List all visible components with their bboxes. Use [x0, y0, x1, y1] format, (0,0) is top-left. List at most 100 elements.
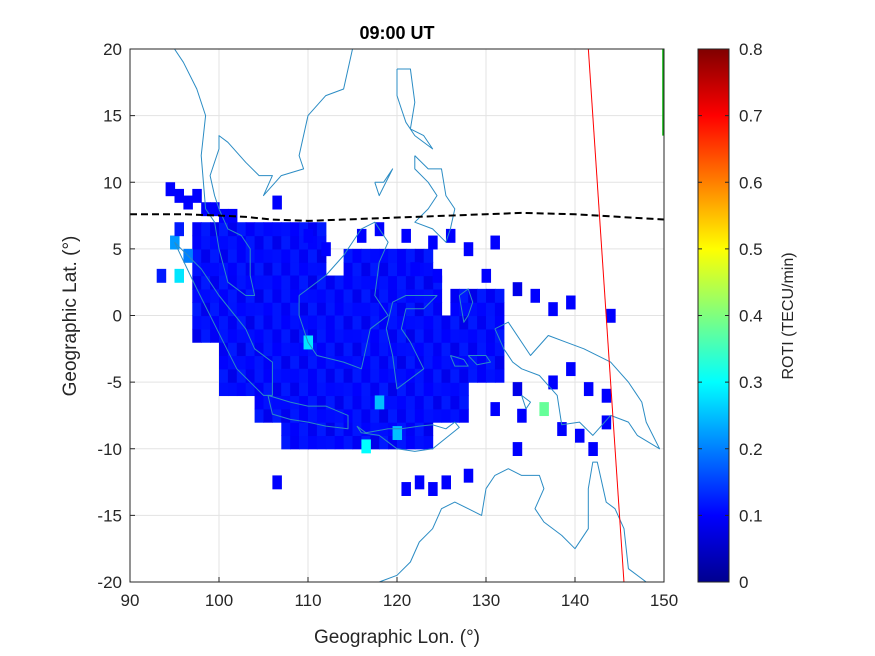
roti-cell: [441, 315, 451, 330]
roti-cell: [494, 302, 505, 317]
roti-cell: [325, 395, 336, 410]
roti-cell: [227, 368, 238, 383]
roti-cell: [477, 368, 487, 383]
roti-cell: [445, 228, 456, 243]
roti-cell: [388, 342, 398, 357]
coastlines: [174, 49, 664, 582]
roti-cell: [263, 235, 273, 250]
roti-cell: [254, 382, 265, 397]
roti-cell: [361, 315, 371, 330]
roti-cell: [379, 288, 389, 303]
roti-cell: [263, 248, 273, 263]
roti-cell: [548, 375, 558, 390]
roti-cell: [423, 395, 434, 410]
roti-cell: [174, 268, 184, 283]
roti-cell: [539, 402, 549, 417]
colorbar-label: ROTI (TECU/min): [780, 252, 797, 379]
roti-cell: [254, 355, 265, 370]
roti-cell: [606, 308, 616, 323]
x-tick-label: 150: [650, 591, 678, 610]
roti-cell: [414, 422, 425, 437]
coastline: [458, 288, 474, 323]
roti-cell: [263, 408, 273, 423]
roti-cell: [334, 408, 345, 423]
roti-cell: [512, 282, 523, 297]
roti-cell: [210, 235, 220, 250]
roti-cell: [227, 288, 238, 303]
roti-cell: [281, 288, 291, 303]
roti-cell: [183, 195, 193, 210]
roti-cell: [192, 188, 202, 203]
roti-cell: [494, 328, 505, 343]
roti-cell: [450, 328, 460, 343]
roti-cell: [352, 355, 362, 370]
roti-cell: [397, 435, 407, 450]
roti-cell: [334, 422, 345, 437]
roti-cell: [379, 435, 389, 450]
roti-cell: [405, 275, 416, 290]
roti-cell: [219, 222, 229, 237]
roti-cell: [334, 382, 345, 397]
roti-cell: [441, 408, 451, 423]
roti-cell: [219, 262, 229, 277]
roti-cell: [308, 248, 318, 263]
roti-cell: [388, 408, 398, 423]
roti-cell: [316, 395, 327, 410]
roti-cell: [405, 395, 416, 410]
roti-cell: [423, 302, 434, 317]
roti-cell: [272, 262, 282, 277]
roti-cell: [441, 355, 451, 370]
x-tick-label: 110: [294, 591, 321, 610]
roti-cell: [316, 315, 327, 330]
roti-cell: [361, 288, 371, 303]
roti-cell: [281, 262, 291, 277]
roti-cell: [414, 248, 425, 263]
roti-cell: [441, 475, 451, 490]
roti-cell: [352, 368, 362, 383]
roti-cell: [370, 408, 380, 423]
roti-cell: [441, 368, 451, 383]
coastline: [374, 168, 394, 197]
roti-cell: [245, 222, 256, 237]
roti-cell: [432, 355, 443, 370]
roti-cell: [325, 368, 336, 383]
roti-cell: [290, 262, 300, 277]
roti-cell: [370, 302, 380, 317]
roti-cell: [227, 222, 238, 237]
roti-cell: [361, 368, 371, 383]
roti-cell: [343, 302, 354, 317]
roti-cell: [325, 408, 336, 423]
roti-cell: [192, 288, 202, 303]
roti-cell: [397, 302, 407, 317]
roti-cell: [236, 235, 247, 250]
roti-cell: [192, 315, 202, 330]
y-axis-label: Geographic Lat. (°): [60, 236, 81, 397]
roti-cell: [272, 235, 282, 250]
roti-cell: [388, 368, 398, 383]
red-reference-line: [587, 49, 625, 582]
roti-cell: [201, 275, 211, 290]
roti-cell: [281, 355, 291, 370]
roti-cell: [227, 302, 238, 317]
roti-cell: [227, 262, 238, 277]
roti-cell: [308, 382, 318, 397]
roti-cell: [477, 355, 487, 370]
roti-cell: [299, 248, 309, 263]
roti-cell: [334, 315, 345, 330]
roti-cell: [361, 262, 371, 277]
y-tick-label: 20: [103, 40, 122, 59]
roti-cell: [379, 355, 389, 370]
roti-cell: [477, 315, 487, 330]
roti-cell: [201, 222, 211, 237]
roti-cell: [281, 342, 291, 357]
roti-cell: [321, 242, 331, 257]
roti-cell: [308, 368, 318, 383]
roti-cell: [299, 368, 309, 383]
roti-cell: [405, 355, 416, 370]
roti-cell: [272, 275, 282, 290]
roti-cell: [432, 328, 443, 343]
roti-cell: [281, 382, 291, 397]
chart-title: 09:00 UT: [359, 23, 434, 43]
roti-cell: [374, 395, 385, 410]
roti-cell: [299, 288, 309, 303]
